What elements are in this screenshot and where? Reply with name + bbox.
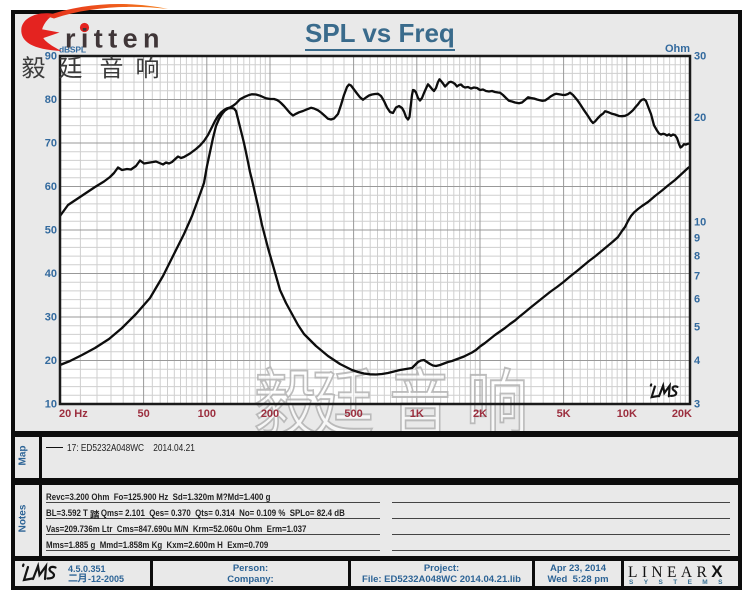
svg-text:100: 100 — [198, 408, 216, 420]
svg-text:4: 4 — [694, 355, 701, 367]
svg-text:90: 90 — [45, 51, 57, 63]
svg-text:30: 30 — [45, 312, 57, 324]
svg-text:5: 5 — [694, 321, 700, 333]
svg-text:10K: 10K — [617, 408, 637, 420]
svg-text:200: 200 — [261, 408, 279, 420]
svg-text:30: 30 — [694, 51, 706, 63]
svg-text:60: 60 — [45, 181, 57, 193]
svg-text:9: 9 — [694, 233, 700, 245]
svg-text:dBSPL: dBSPL — [59, 45, 86, 55]
svg-text:1K: 1K — [410, 408, 424, 420]
svg-text:70: 70 — [45, 138, 57, 150]
svg-text:20: 20 — [45, 355, 57, 367]
svg-text:3: 3 — [694, 399, 700, 411]
svg-text:40: 40 — [45, 268, 57, 280]
svg-text:Ohm: Ohm — [665, 43, 690, 55]
svg-text:50: 50 — [45, 225, 57, 237]
svg-text:10: 10 — [694, 217, 706, 229]
svg-text:2K: 2K — [473, 408, 487, 420]
svg-text:500: 500 — [344, 408, 362, 420]
svg-text:20K: 20K — [672, 408, 692, 420]
svg-text:5K: 5K — [557, 408, 571, 420]
svg-text:10: 10 — [45, 399, 57, 411]
svg-text:80: 80 — [45, 94, 57, 106]
svg-text:ritten: ritten — [65, 24, 165, 54]
svg-text:6: 6 — [694, 294, 700, 306]
svg-text:20: 20 — [694, 112, 706, 124]
svg-text:20 Hz: 20 Hz — [59, 408, 88, 420]
svg-text:7: 7 — [694, 270, 700, 282]
svg-text:50: 50 — [137, 408, 149, 420]
svg-text:8: 8 — [694, 250, 700, 262]
